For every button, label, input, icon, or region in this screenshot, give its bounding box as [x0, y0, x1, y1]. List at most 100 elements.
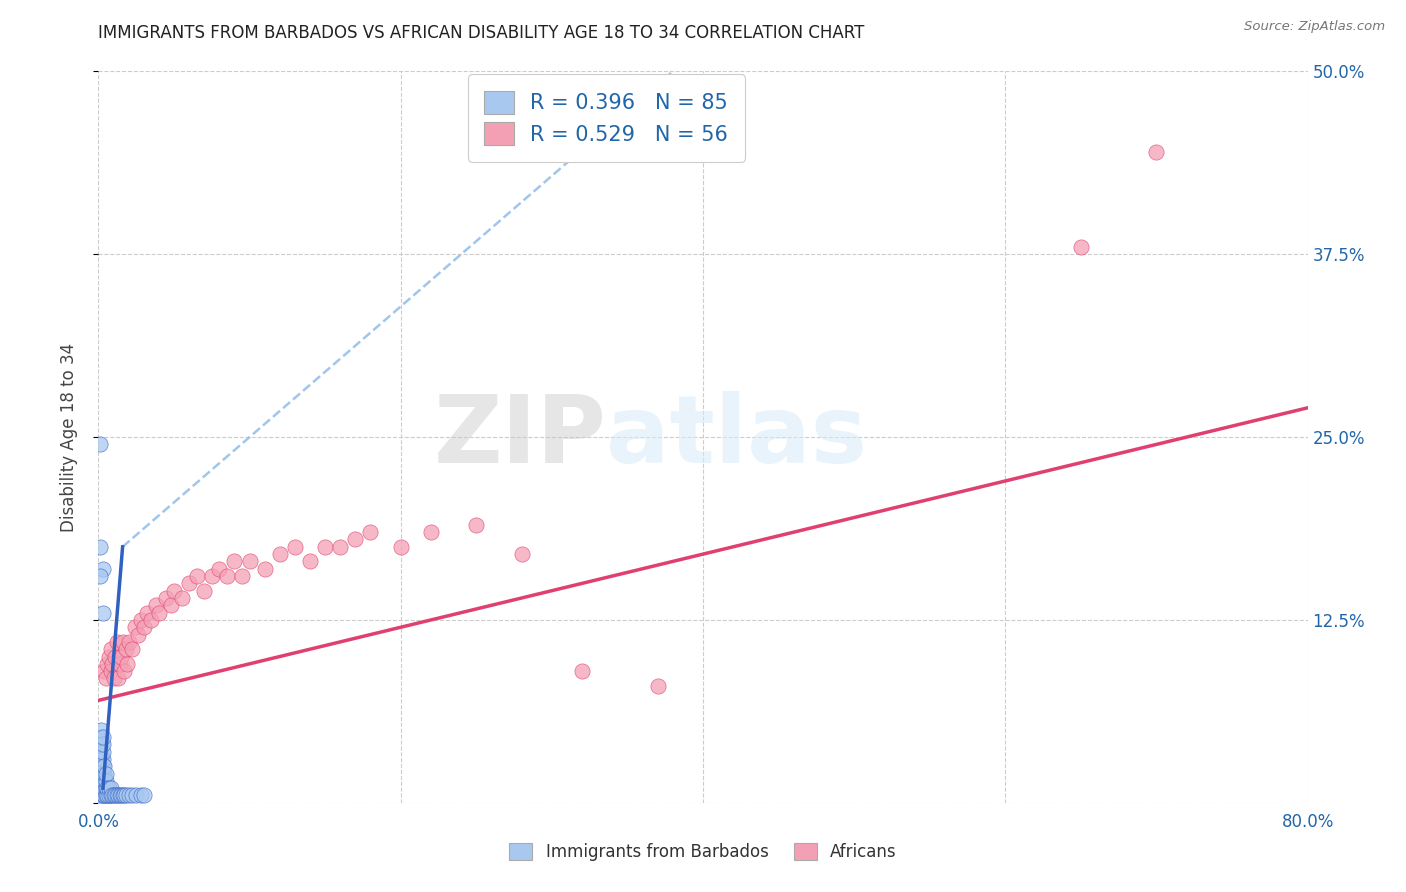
Point: [100, 664, 122, 678]
Point: [389, 540, 412, 554]
Point: [93, 781, 115, 796]
Point: [284, 540, 307, 554]
Point: [100, 789, 122, 803]
Point: [90, 796, 112, 810]
Point: [420, 525, 443, 540]
Point: [93, 789, 115, 803]
Point: [115, 657, 138, 671]
Point: [90, 796, 112, 810]
Point: [127, 627, 149, 641]
Point: [108, 657, 131, 671]
Point: [121, 789, 143, 803]
Point: [89, 437, 111, 451]
Point: [89, 759, 111, 773]
Point: [93, 664, 115, 678]
Point: [104, 649, 127, 664]
Point: [89, 569, 111, 583]
Point: [299, 554, 322, 568]
Point: [89, 796, 111, 810]
Point: [179, 576, 201, 591]
Point: [94, 789, 117, 803]
Point: [208, 562, 231, 576]
Point: [104, 789, 127, 803]
Point: [90, 766, 112, 780]
Point: [360, 525, 382, 540]
Point: [510, 547, 533, 561]
Point: [91, 759, 114, 773]
Point: [101, 657, 124, 671]
Point: [96, 789, 118, 803]
Point: [90, 781, 112, 796]
Point: [93, 773, 115, 788]
Point: [89, 766, 111, 780]
Point: [98, 649, 121, 664]
Point: [114, 789, 136, 803]
Point: [98, 781, 121, 796]
Point: [141, 613, 163, 627]
Point: [163, 583, 186, 598]
Point: [90, 752, 112, 766]
Point: [465, 517, 488, 532]
Point: [148, 606, 170, 620]
Point: [253, 562, 276, 576]
Point: [93, 766, 115, 780]
Point: [105, 789, 128, 803]
Point: [101, 789, 124, 803]
Point: [90, 766, 112, 780]
Point: [125, 789, 148, 803]
Point: [118, 635, 141, 649]
Point: [107, 789, 129, 803]
Point: [89, 796, 111, 810]
Point: [111, 789, 134, 803]
Point: [90, 773, 112, 788]
Point: [314, 540, 336, 554]
Point: [100, 781, 122, 796]
Point: [94, 766, 117, 780]
Point: [89, 759, 111, 773]
Point: [155, 591, 177, 605]
Point: [647, 679, 669, 693]
Point: [89, 766, 111, 780]
Point: [224, 554, 246, 568]
Point: [89, 789, 111, 803]
Point: [1144, 145, 1167, 159]
Y-axis label: Disability Age 18 to 34: Disability Age 18 to 34: [59, 343, 77, 532]
Point: [91, 789, 114, 803]
Point: [94, 773, 117, 788]
Point: [89, 540, 111, 554]
Point: [89, 752, 111, 766]
Point: [89, 796, 111, 810]
Point: [91, 730, 114, 744]
Point: [129, 789, 152, 803]
Point: [93, 759, 115, 773]
Point: [91, 606, 114, 620]
Point: [90, 723, 112, 737]
Text: atlas: atlas: [606, 391, 868, 483]
Point: [107, 672, 129, 686]
Point: [89, 773, 111, 788]
Text: Source: ZipAtlas.com: Source: ZipAtlas.com: [1244, 20, 1385, 33]
Point: [90, 781, 112, 796]
Point: [114, 642, 136, 657]
Point: [1070, 240, 1092, 254]
Point: [121, 642, 143, 657]
Point: [215, 569, 238, 583]
Point: [91, 752, 114, 766]
Point: [94, 672, 117, 686]
Point: [269, 547, 291, 561]
Point: [89, 781, 111, 796]
Point: [160, 599, 183, 613]
Point: [100, 642, 122, 657]
Point: [90, 789, 112, 803]
Legend: Immigrants from Barbados, Africans: Immigrants from Barbados, Africans: [502, 836, 904, 868]
Point: [90, 789, 112, 803]
Point: [124, 620, 146, 634]
Point: [108, 789, 131, 803]
Point: [103, 672, 125, 686]
Point: [112, 789, 135, 803]
Text: ZIP: ZIP: [433, 391, 606, 483]
Point: [89, 796, 111, 810]
Point: [90, 796, 112, 810]
Point: [103, 789, 125, 803]
Point: [90, 773, 112, 788]
